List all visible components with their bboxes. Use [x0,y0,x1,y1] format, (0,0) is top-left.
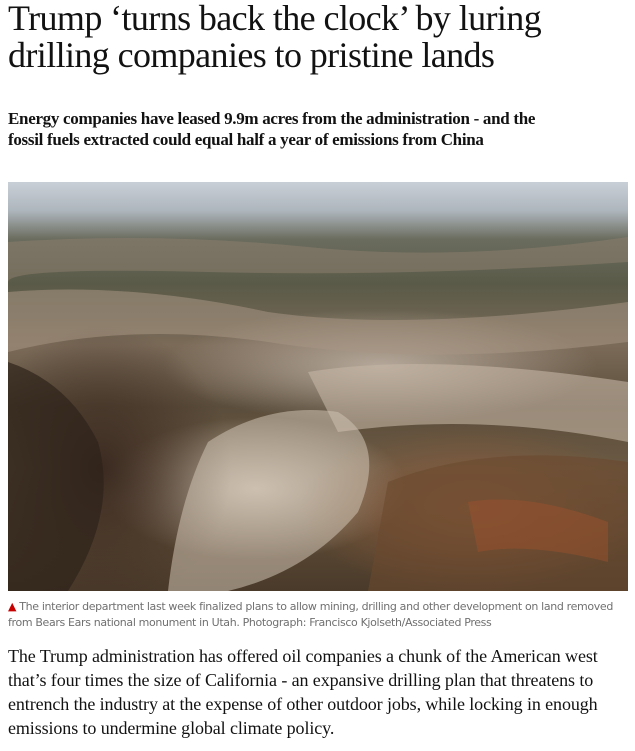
triangle-up-icon: ▲ [8,600,17,613]
photo-caption: ▲ The interior department last week fina… [8,599,628,631]
caption-text: The interior department last week finali… [8,600,613,629]
article-body-paragraph: The Trump administration has offered oil… [8,646,598,738]
standfirst: Energy companies have leased 9.9m acres … [8,109,536,149]
canyon-landscape [8,237,628,591]
headline: Trump ‘turns back the clock’ by luring d… [8,0,542,75]
article-photo-canyon [8,182,628,591]
